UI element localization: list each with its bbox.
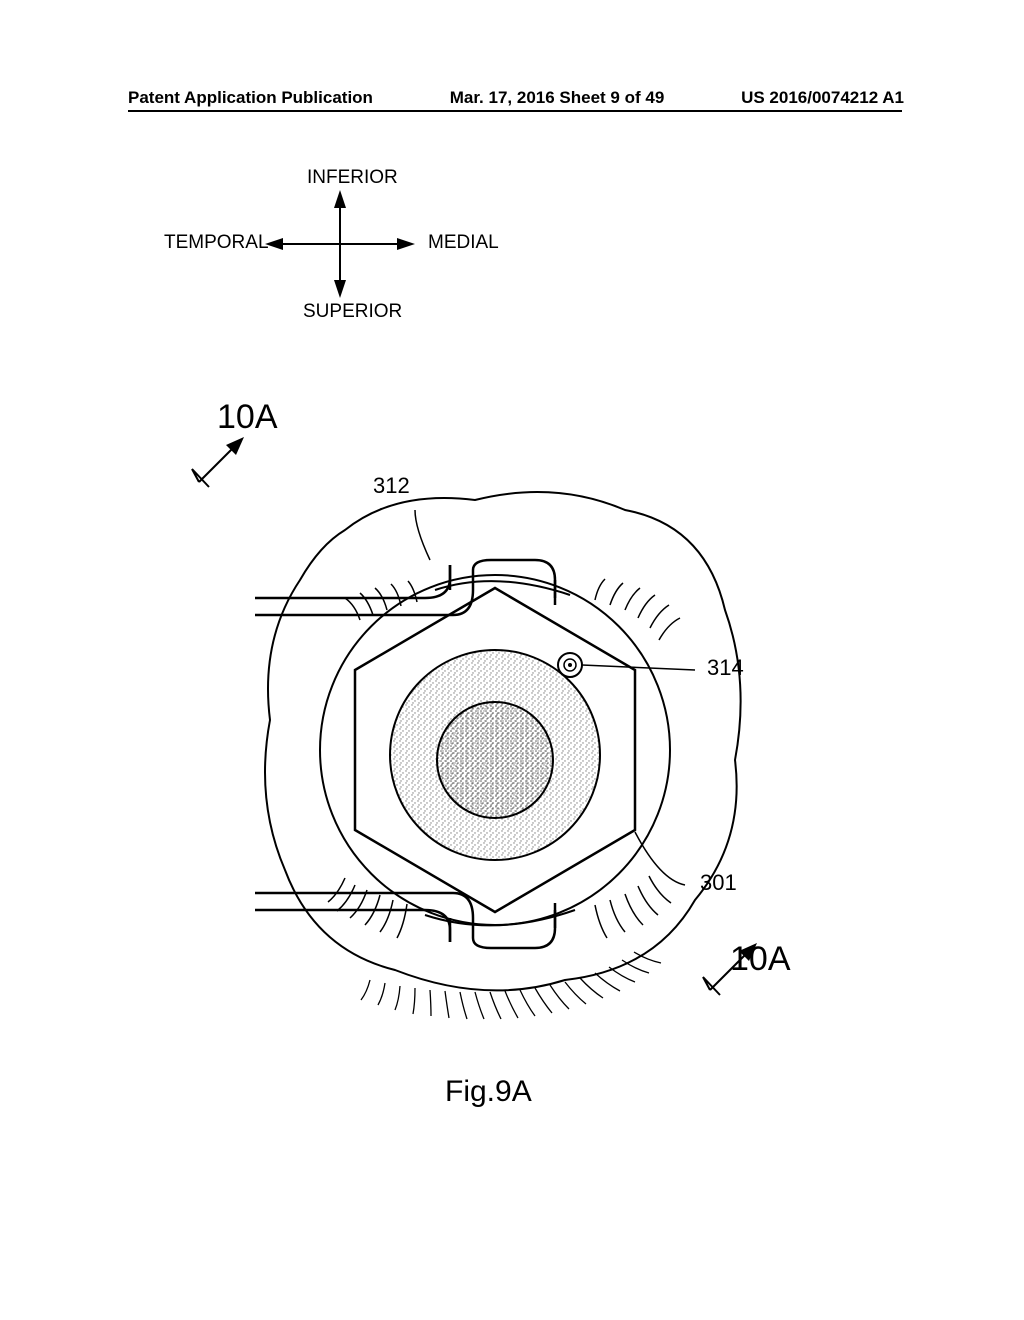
header-left: Patent Application Publication (128, 88, 373, 108)
figure-ref-bottom-arrow (700, 930, 770, 1000)
compass-left-label: TEMPORAL (164, 232, 269, 254)
callout-301: 301 (700, 870, 737, 896)
header-right: US 2016/0074212 A1 (741, 88, 904, 108)
figure-label: Fig.9A (445, 1075, 532, 1109)
compass-right-label: MEDIAL (428, 232, 499, 254)
compass-rose: INFERIOR SUPERIOR TEMPORAL MEDIAL (210, 170, 470, 330)
compass-bottom-label: SUPERIOR (303, 301, 402, 323)
callout-312: 312 (373, 473, 410, 499)
eye-figure (195, 470, 775, 1030)
header-bar: Patent Application Publication Mar. 17, … (0, 88, 1024, 108)
compass-top-label: INFERIOR (307, 167, 398, 189)
callout-314: 314 (707, 655, 744, 681)
header-rule (128, 110, 902, 112)
header-center: Mar. 17, 2016 Sheet 9 of 49 (450, 88, 665, 108)
